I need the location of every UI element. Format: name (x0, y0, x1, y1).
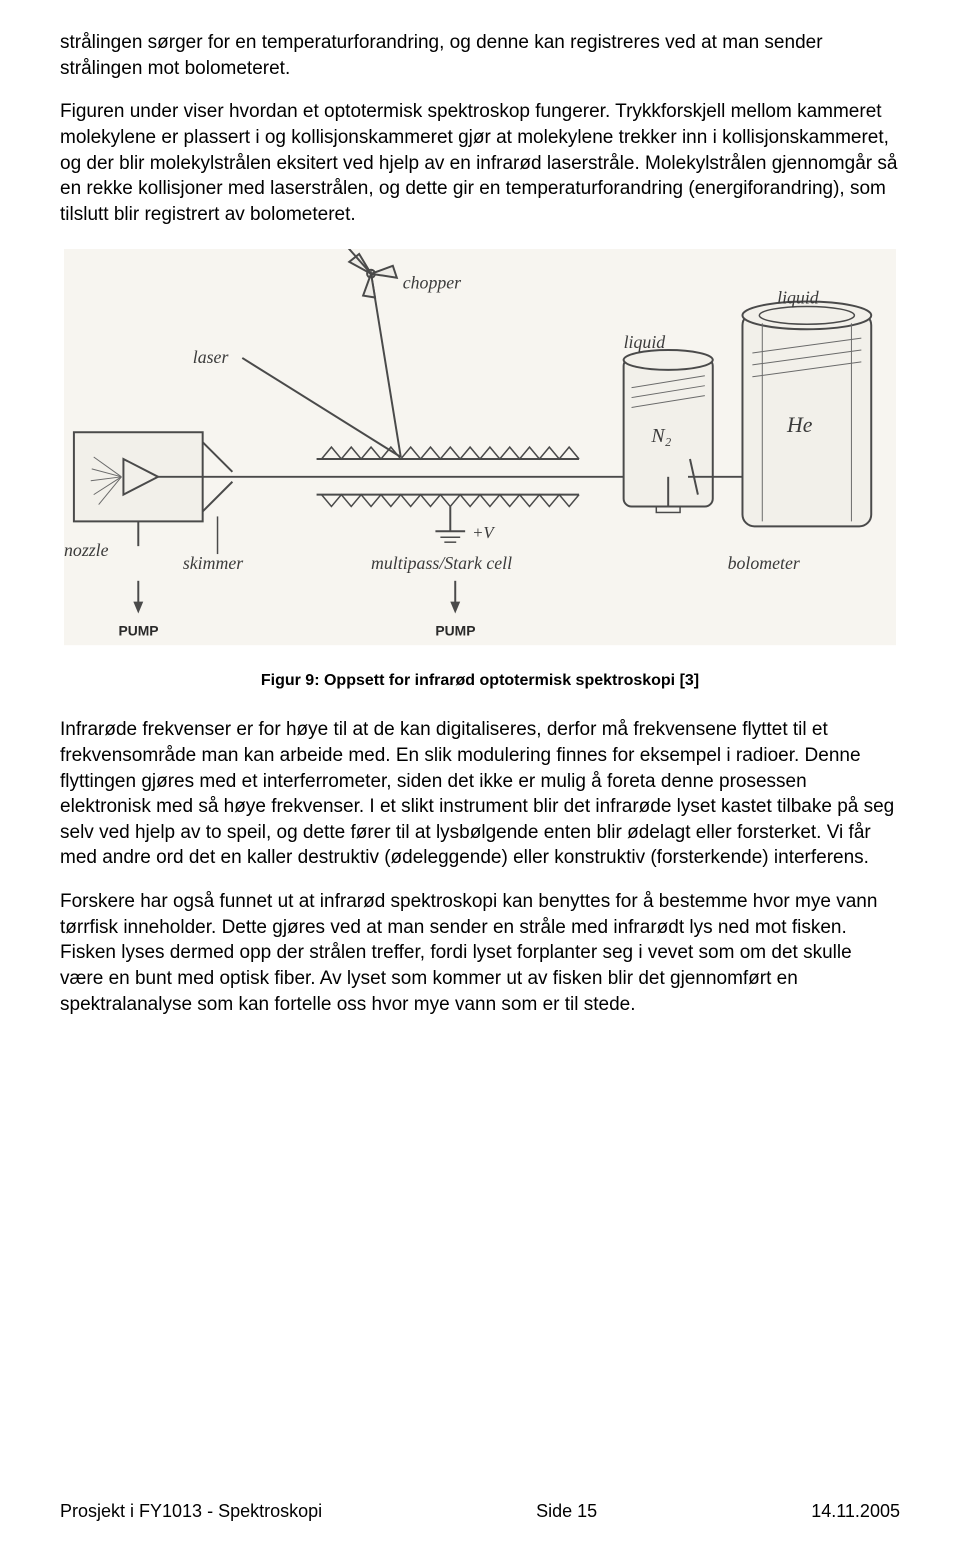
page-footer: Prosjekt i FY1013 - Spektroskopi Side 15… (60, 1499, 900, 1523)
label-chopper: chopper (403, 273, 461, 293)
label-nozzle: nozzle (64, 541, 109, 561)
footer-right: 14.11.2005 (811, 1499, 900, 1523)
label-pump-1: PUMP (118, 623, 158, 639)
label-skimmer: skimmer (183, 553, 243, 573)
label-liquid-n2: liquid (624, 333, 666, 353)
figure-9: +V chopper laser N₂ liquid (60, 245, 900, 649)
label-liquid-he: liquid (777, 288, 819, 308)
paragraph-4: Forskere har også funnet ut at infrarød … (60, 889, 900, 1017)
optothermal-spectroscopy-diagram: +V chopper laser N₂ liquid (64, 249, 896, 645)
label-multipass: multipass/Stark cell (371, 553, 512, 573)
label-n2: N₂ (650, 426, 671, 448)
paragraph-1: strålingen sørger for en temperaturforan… (60, 30, 900, 81)
label-laser: laser (193, 347, 229, 367)
label-bolometer: bolometer (728, 553, 800, 573)
label-he: He (786, 414, 813, 438)
paragraph-3: Infrarøde frekvenser er for høye til at … (60, 717, 900, 871)
footer-center: Side 15 (536, 1499, 597, 1523)
paragraph-2: Figuren under viser hvordan et optotermi… (60, 99, 900, 227)
footer-left: Prosjekt i FY1013 - Spektroskopi (60, 1499, 322, 1523)
figure-caption: Figur 9: Oppsett for infrarød optotermis… (60, 670, 900, 692)
label-plusv: +V (472, 524, 495, 543)
label-pump-2: PUMP (435, 623, 475, 639)
